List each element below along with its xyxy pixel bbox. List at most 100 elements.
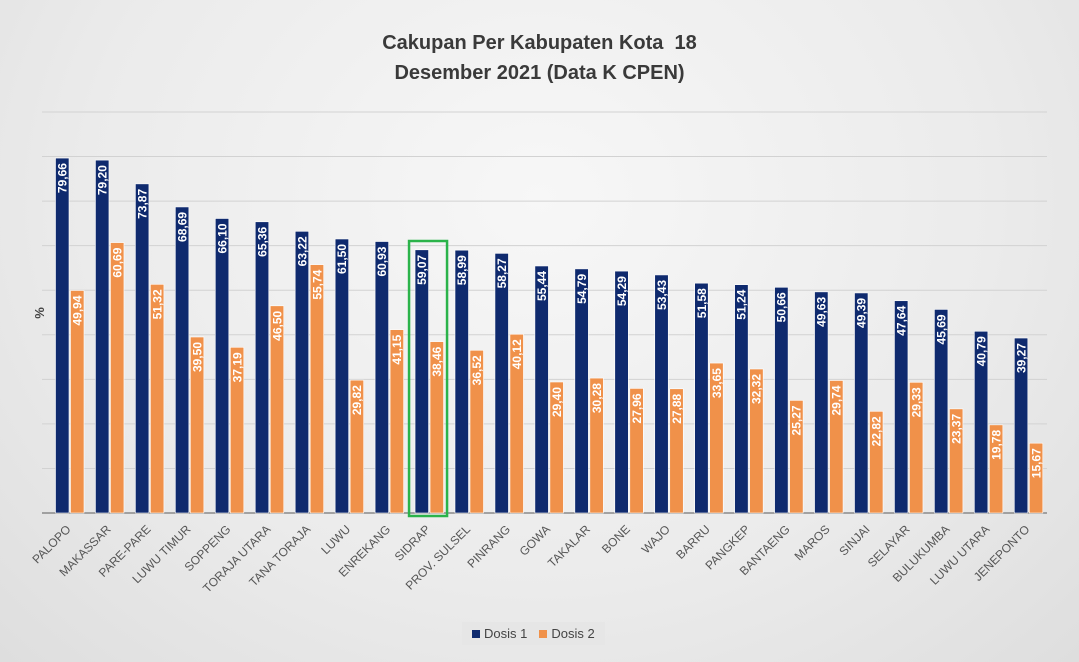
data-label: 59,07 (415, 254, 429, 284)
bar-dosis-2 (869, 411, 884, 514)
bar-dosis-1 (654, 274, 669, 514)
bar-dosis-1 (974, 330, 989, 514)
data-label: 38,46 (430, 346, 444, 376)
legend: Dosis 1 Dosis 2 (462, 622, 605, 645)
bar-dosis-2 (309, 264, 325, 514)
data-label: 27,96 (630, 393, 644, 423)
data-label: 49,94 (71, 295, 85, 325)
bar-dosis-1 (414, 249, 429, 514)
data-label: 15,67 (1029, 448, 1043, 478)
data-label: 61,50 (335, 244, 349, 274)
data-label: 49,63 (815, 297, 829, 327)
bar-dosis-2 (389, 329, 404, 514)
data-label: 39,50 (190, 342, 204, 372)
bar-dosis-2 (110, 242, 125, 514)
bar-dosis-1 (614, 270, 629, 514)
bar-dosis-2 (989, 424, 1004, 514)
data-label: 29,33 (910, 387, 924, 417)
chart-title: Cakupan Per Kabupaten Kota 18 Desember 2… (382, 32, 697, 84)
category-label: BONE (599, 522, 633, 556)
bar-dosis-2 (509, 333, 524, 514)
legend-swatch (472, 630, 480, 638)
bar-dosis-2 (549, 381, 564, 514)
bar-dosis-2 (909, 382, 924, 514)
data-label: 29,40 (550, 387, 564, 417)
data-label: 33,65 (710, 368, 724, 398)
data-label: 50,66 (775, 292, 789, 322)
bar-dosis-1 (1013, 337, 1029, 514)
bar-dosis-1 (215, 218, 230, 514)
data-label: 46,50 (270, 310, 284, 340)
bar-dosis-2 (230, 346, 245, 514)
data-label: 60,93 (375, 246, 389, 276)
data-label: 39,27 (1014, 343, 1028, 373)
data-label: 53,43 (655, 280, 669, 310)
data-label: 51,32 (150, 289, 164, 319)
bar-dosis-1 (95, 159, 110, 514)
data-label: 41,15 (390, 334, 404, 364)
bar-dosis-1 (694, 282, 709, 514)
category-label: GOWA (517, 522, 553, 558)
bar-dosis-1 (374, 241, 389, 514)
bar-dosis-1 (854, 292, 869, 514)
data-label: 51,24 (735, 289, 749, 319)
bar-dosis-2 (150, 284, 165, 514)
bar-dosis-1 (534, 265, 549, 514)
bar-dosis-2 (949, 408, 964, 514)
data-label: 22,82 (870, 416, 884, 446)
bar-dosis-1 (734, 284, 749, 514)
data-label: 37,19 (230, 352, 244, 382)
data-label: 63,22 (295, 236, 309, 266)
data-label: 45,69 (934, 314, 948, 344)
data-label: 55,74 (310, 269, 324, 299)
bar-dosis-1 (294, 231, 310, 514)
legend-item-dosis-2: Dosis 2 (539, 626, 595, 641)
bar-dosis-1 (454, 249, 469, 514)
data-label: 47,64 (895, 305, 909, 335)
data-label: 40,79 (974, 336, 988, 366)
category-label: TAKALAR (545, 522, 593, 570)
data-label: 66,10 (215, 223, 229, 253)
bar-dosis-2 (1029, 442, 1044, 514)
data-label: 32,32 (750, 374, 764, 404)
bar-dosis-1 (254, 221, 270, 514)
highlight-box (407, 239, 449, 518)
bar-dosis-2 (349, 379, 364, 514)
category-label: TORAJA UTARA (200, 522, 273, 595)
data-label: 73,87 (135, 189, 149, 219)
data-label: 55,44 (535, 271, 549, 301)
data-label: 25,27 (790, 405, 804, 435)
data-label: 19,78 (989, 430, 1003, 460)
bar-dosis-1 (814, 291, 829, 514)
legend-swatch (539, 630, 548, 638)
bar-dosis-1 (175, 206, 190, 514)
data-label: 54,29 (615, 276, 629, 306)
data-label: 49,39 (855, 298, 869, 328)
bar-dosis-2 (749, 368, 764, 514)
legend-label: Dosis 2 (551, 626, 595, 641)
bar-dosis-2 (589, 377, 604, 514)
data-label: 30,28 (590, 383, 604, 413)
bar-dosis-2 (190, 336, 205, 514)
data-label: 29,82 (350, 385, 364, 415)
data-label: 79,66 (56, 163, 70, 193)
category-label: PINRANG (465, 522, 514, 571)
data-label: 51,58 (695, 288, 709, 318)
data-label: 65,36 (255, 226, 269, 256)
bar-dosis-1 (135, 183, 150, 514)
y-axis-label: % (32, 307, 47, 319)
legend-item-dosis-1: Dosis 1 (472, 626, 527, 641)
bar-dosis-1 (934, 309, 949, 514)
category-label: WAJO (639, 522, 673, 556)
bar-dosis-1 (774, 286, 789, 514)
data-label: 58,27 (495, 258, 509, 288)
category-label: LUWU (318, 522, 353, 557)
data-label: 68,69 (175, 212, 189, 242)
bar-dosis-1 (574, 268, 589, 514)
category-label: MAROS (792, 522, 833, 563)
data-label: 54,79 (575, 274, 589, 304)
bar-dosis-1 (334, 238, 349, 514)
category-label: BARRU (673, 522, 713, 562)
data-label: 23,37 (949, 414, 963, 444)
